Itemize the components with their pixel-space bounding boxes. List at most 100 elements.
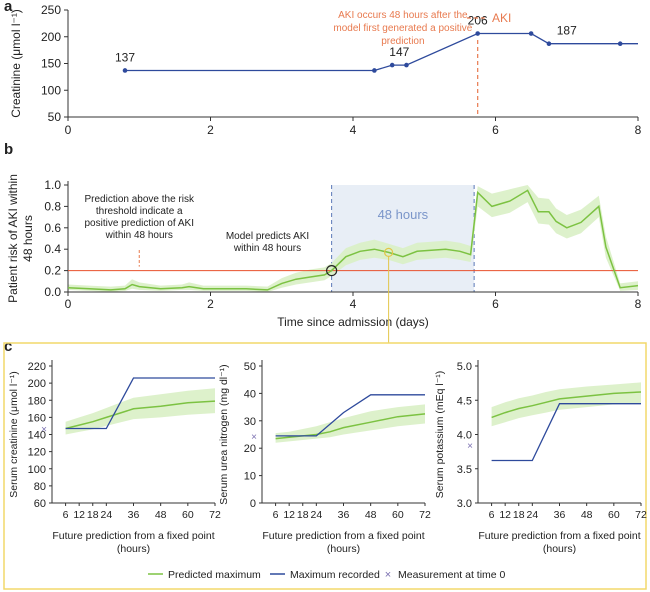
c3-recorded-line [491, 403, 641, 462]
c1-y-tick-label: 160 [28, 412, 46, 424]
b-threshold-note-line: positive prediction of AKI [84, 218, 194, 229]
a-y-tick-label: 150 [41, 57, 61, 71]
c1-recorded-line [65, 377, 215, 430]
c1-x-tick-label: 18 [87, 509, 99, 521]
c1-x-tick-label: 48 [155, 509, 167, 521]
c2-y-tick-label: 10 [244, 471, 256, 483]
c1-x-axis-label-line: Future prediction from a fixed point [52, 530, 214, 542]
b-y-tick-label: 0.4 [44, 242, 61, 256]
a-value-label: 187 [557, 24, 577, 38]
b-y-tick-label: 0.0 [44, 285, 61, 299]
c3-y-tick-label: 4.0 [457, 430, 472, 442]
b-y-axis-label: 48 hours [21, 215, 35, 262]
b-y-axis-label: Patient risk of AKI within [6, 174, 20, 303]
b-crossing-marker [326, 265, 338, 277]
a-x-tick-label: 8 [635, 123, 642, 137]
c2-y-tick-label: 0 [250, 498, 256, 510]
c3-x-tick-label: 60 [608, 509, 620, 521]
c1-x-tick-label: 72 [209, 509, 221, 521]
a-measurement-point [372, 68, 377, 73]
c3-y-tick-label: 3.0 [457, 498, 472, 510]
a-x-tick-label: 0 [65, 123, 72, 137]
c2-x-tick-label: 24 [310, 509, 322, 521]
c2-x-axis-label-line: (hours) [327, 543, 360, 555]
a-y-tick-label: 200 [41, 30, 61, 44]
a-measurement-point [617, 41, 623, 47]
c1-x-tick-label: 36 [128, 509, 140, 521]
c1-y-tick-label: 60 [34, 498, 46, 510]
c1-x-tick-label: 12 [73, 509, 85, 521]
b-y-tick-label: 0.2 [44, 264, 61, 278]
c2-x-tick-label: 6 [273, 509, 279, 521]
a-measurement-point [404, 62, 409, 68]
c1-time0-marker: × [41, 425, 47, 436]
c2-x-axis-label-line: Future prediction from a fixed point [262, 530, 424, 542]
b-x-tick-label: 4 [350, 297, 357, 311]
c3-x-tick-label: 72 [635, 509, 647, 521]
c3-predicted-line [491, 391, 642, 419]
b-x-axis-label: Time since admission (days) [277, 315, 429, 329]
a-aki-annotation-line: model first generated a positive [333, 23, 472, 34]
c2-y-tick-label: 40 [244, 388, 256, 400]
c3-time0-marker: × [467, 441, 473, 452]
a-aki-annotation-line: prediction [381, 36, 424, 47]
c1-y-tick-label: 140 [28, 430, 46, 442]
c1-y-tick-label: 220 [28, 361, 46, 373]
c1-y-axis-label: Serum creatinine (μmol l⁻¹) [8, 371, 20, 498]
c1-predicted-line [65, 400, 216, 430]
a-measurement-point [475, 31, 480, 36]
c-legend-predicted-label: Predicted maximum [168, 569, 261, 581]
c3-x-tick-label: 6 [489, 509, 495, 521]
c3-y-tick-label: 5.0 [457, 361, 472, 373]
a-measurement-point [528, 31, 534, 36]
c2-x-tick-label: 60 [392, 509, 404, 521]
c3-x-tick-label: 24 [526, 509, 538, 521]
c3-x-tick-label: 12 [499, 509, 511, 521]
b-crossing-label-line: Model predicts AKI [226, 231, 309, 242]
b-y-tick-label: 1.0 [44, 178, 61, 192]
b-risk-line [67, 189, 639, 291]
c1-y-tick-label: 200 [28, 378, 46, 390]
c2-y-tick-label: 30 [244, 416, 256, 428]
c2-y-axis-label: Serum urea nitrogen (mg dl⁻¹) [218, 364, 230, 504]
c2-x-tick-label: 48 [365, 509, 377, 521]
b-x-tick-label: 2 [207, 297, 214, 311]
c-legend-recorded-label: Maximum recorded [290, 569, 380, 581]
b-risk-confidence-band [68, 185, 638, 292]
c2-time0-marker: × [251, 432, 257, 443]
a-value-label: 206 [468, 14, 488, 28]
a-y-tick-label: 50 [48, 110, 62, 124]
b-x-tick-label: 6 [492, 297, 499, 311]
c2-x-tick-label: 18 [297, 509, 309, 521]
a-measurement-point [546, 41, 552, 47]
c2-x-tick-label: 12 [283, 509, 295, 521]
c1-y-tick-label: 100 [28, 464, 46, 476]
b-y-tick-label: 0.8 [44, 199, 61, 213]
panel-label-b: b [4, 141, 14, 158]
c2-x-tick-label: 36 [338, 509, 350, 521]
c-legend-time0-symbol: × [385, 569, 391, 581]
c-legend-time0-label: Measurement at time 0 [398, 569, 506, 581]
b-x-tick-label: 0 [65, 297, 72, 311]
c1-y-tick-label: 80 [34, 481, 46, 493]
c-panel-frame [3, 342, 647, 590]
c3-y-tick-label: 3.5 [457, 464, 472, 476]
c2-prediction-band [275, 404, 425, 443]
c3-x-tick-label: 36 [554, 509, 566, 521]
c1-x-axis-label-line: (hours) [117, 543, 150, 555]
c3-x-axis-label-line: Future prediction from a fixed point [478, 530, 640, 542]
a-x-tick-label: 6 [492, 123, 499, 137]
a-aki-annotation-line: AKI occurs 48 hours after the [338, 10, 468, 21]
c2-y-tick-label: 50 [244, 361, 256, 373]
a-measurement-point [122, 68, 128, 73]
a-y-axis-label: Creatinine (μmol l⁻¹) [9, 9, 23, 118]
c1-prediction-band [65, 388, 215, 435]
a-y-tick-label: 250 [41, 3, 61, 17]
a-y-tick-label: 100 [41, 83, 61, 97]
b-48h-window [331, 185, 475, 292]
a-x-tick-label: 2 [207, 123, 214, 137]
b-threshold-note-line: threshold indicate a [96, 206, 183, 217]
b-crossing-label-line: within 48 hours [233, 243, 301, 254]
b-window-label: 48 hours [378, 207, 429, 222]
